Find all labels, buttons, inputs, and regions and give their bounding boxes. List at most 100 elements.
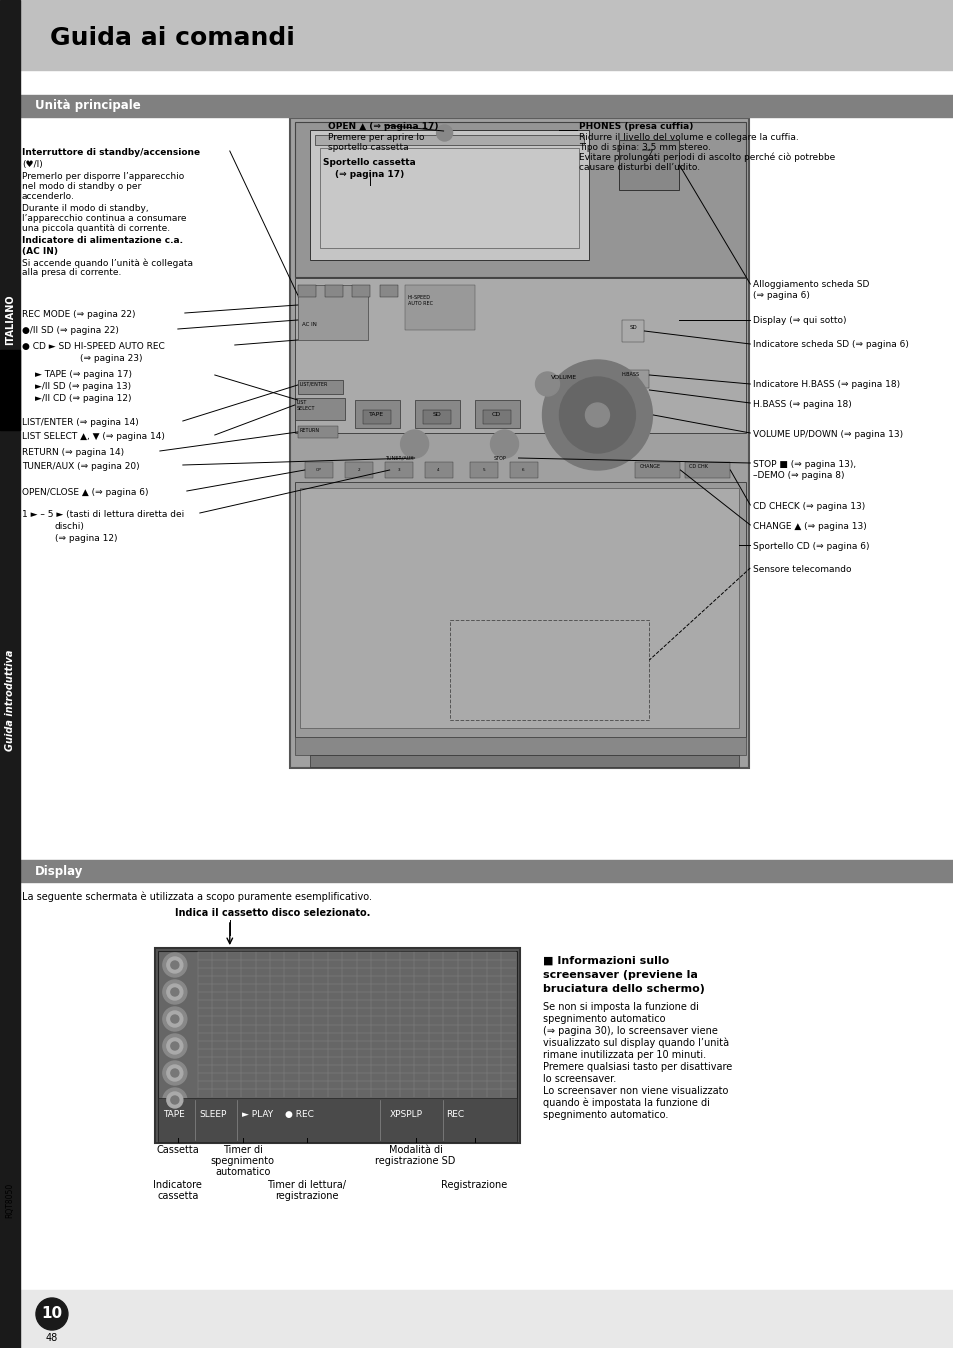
Circle shape xyxy=(171,1015,178,1023)
Text: Registrazione: Registrazione xyxy=(441,1180,507,1190)
Text: alla presa di corrente.: alla presa di corrente. xyxy=(22,268,121,276)
Text: OPEN/CLOSE ▲ (⇒ pagina 6): OPEN/CLOSE ▲ (⇒ pagina 6) xyxy=(22,488,149,497)
Bar xyxy=(297,284,315,297)
Bar xyxy=(449,620,649,720)
Text: Ridurre il livello del volume e collegare la cuffia.: Ridurre il livello del volume e collegar… xyxy=(578,133,799,142)
Text: Unità principale: Unità principale xyxy=(35,100,141,112)
Text: Guida ai comandi: Guida ai comandi xyxy=(50,26,294,50)
Text: VOLUME: VOLUME xyxy=(551,375,577,380)
Text: ●/II SD (⇒ pagina 22): ●/II SD (⇒ pagina 22) xyxy=(22,326,119,336)
Text: REC: REC xyxy=(446,1109,464,1119)
Text: STOP: STOP xyxy=(493,456,505,461)
Text: automatico: automatico xyxy=(214,1167,271,1177)
Text: REC MODE (⇒ pagina 22): REC MODE (⇒ pagina 22) xyxy=(22,310,135,319)
Circle shape xyxy=(167,1038,183,1054)
Bar xyxy=(294,398,344,421)
Text: (AC IN): (AC IN) xyxy=(22,247,58,256)
Text: quando è impostata la funzione di: quando è impostata la funzione di xyxy=(542,1099,709,1108)
Text: ■ Informazioni sullo: ■ Informazioni sullo xyxy=(542,956,668,967)
Bar xyxy=(344,462,373,479)
Bar xyxy=(297,380,342,394)
Text: rimane inutilizzata per 10 minuti.: rimane inutilizzata per 10 minuti. xyxy=(542,1050,705,1060)
Text: RQT8050: RQT8050 xyxy=(6,1182,14,1217)
Text: LIST SELECT ▲, ▼ (⇒ pagina 14): LIST SELECT ▲, ▼ (⇒ pagina 14) xyxy=(22,431,165,441)
Bar xyxy=(20,94,952,117)
Circle shape xyxy=(171,1096,178,1104)
Text: ● REC: ● REC xyxy=(284,1109,314,1119)
Text: LIST/ENTER: LIST/ENTER xyxy=(299,381,328,387)
Text: 5: 5 xyxy=(481,468,484,472)
Text: ►/II CD (⇒ pagina 12): ►/II CD (⇒ pagina 12) xyxy=(35,394,132,403)
Bar xyxy=(310,129,589,260)
Text: La seguente schermata è utilizzata a scopo puramente esemplificativo.: La seguente schermata è utilizzata a sco… xyxy=(22,892,372,903)
Text: (⇒ pagina 30), lo screensaver viene: (⇒ pagina 30), lo screensaver viene xyxy=(542,1026,717,1037)
Circle shape xyxy=(167,1011,183,1027)
Bar xyxy=(294,483,745,737)
Text: accenderlo.: accenderlo. xyxy=(22,191,74,201)
Text: Alloggiamento scheda SD: Alloggiamento scheda SD xyxy=(753,280,869,288)
Bar xyxy=(621,319,643,342)
Text: screensaver (previene la: screensaver (previene la xyxy=(542,971,697,980)
Bar xyxy=(294,123,745,276)
Text: TUNER/AUX: TUNER/AUX xyxy=(385,456,414,461)
Bar xyxy=(319,148,578,248)
Text: Tipo di spina: 3,5 mm stereo.: Tipo di spina: 3,5 mm stereo. xyxy=(578,143,711,152)
Text: (⇒ pagina 23): (⇒ pagina 23) xyxy=(80,355,142,363)
Text: registrazione: registrazione xyxy=(274,1192,338,1201)
Bar xyxy=(20,1290,952,1348)
Bar xyxy=(618,369,649,388)
Text: (♥/I): (♥/I) xyxy=(22,160,43,168)
Text: sportello cassetta: sportello cassetta xyxy=(328,143,408,152)
Bar xyxy=(314,135,584,146)
Text: Lo screensaver non viene visualizzato: Lo screensaver non viene visualizzato xyxy=(542,1086,727,1096)
Text: STOP ■ (⇒ pagina 13),: STOP ■ (⇒ pagina 13), xyxy=(753,460,856,469)
Bar xyxy=(379,284,397,297)
Circle shape xyxy=(171,1069,178,1077)
Circle shape xyxy=(163,953,187,977)
Text: l’apparecchio continua a consumare: l’apparecchio continua a consumare xyxy=(22,214,186,222)
Bar xyxy=(635,462,679,479)
Text: Indicatore di alimentazione c.a.: Indicatore di alimentazione c.a. xyxy=(22,236,183,245)
Text: bruciatura dello schermo): bruciatura dello schermo) xyxy=(542,984,703,993)
Circle shape xyxy=(167,957,183,973)
Text: Timer di lettura/: Timer di lettura/ xyxy=(267,1180,346,1190)
Text: CHANGE: CHANGE xyxy=(639,464,659,469)
Text: HI-SPEED
AUTO REC: HI-SPEED AUTO REC xyxy=(407,295,432,306)
Text: Premere qualsiasi tasto per disattivare: Premere qualsiasi tasto per disattivare xyxy=(542,1062,731,1072)
Text: Cassetta: Cassetta xyxy=(156,1144,199,1155)
Text: CD CHECK (⇒ pagina 13): CD CHECK (⇒ pagina 13) xyxy=(753,501,864,511)
Circle shape xyxy=(400,430,428,458)
Text: Durante il modo di standby,: Durante il modo di standby, xyxy=(22,204,149,213)
Circle shape xyxy=(167,1092,183,1108)
Text: 2: 2 xyxy=(357,468,359,472)
Bar xyxy=(618,140,679,190)
Text: AC IN: AC IN xyxy=(301,322,316,326)
Bar xyxy=(324,284,342,297)
Text: Indicatore scheda SD (⇒ pagina 6): Indicatore scheda SD (⇒ pagina 6) xyxy=(753,340,908,349)
Text: 48: 48 xyxy=(46,1333,58,1343)
Circle shape xyxy=(163,1061,187,1085)
Text: lo screensaver.: lo screensaver. xyxy=(542,1074,615,1084)
Text: CHANGE ▲ (⇒ pagina 13): CHANGE ▲ (⇒ pagina 13) xyxy=(753,522,866,531)
Bar xyxy=(0,350,20,430)
Text: TAPE: TAPE xyxy=(369,411,384,417)
Circle shape xyxy=(535,372,558,396)
Bar xyxy=(157,950,516,1140)
Circle shape xyxy=(558,377,635,453)
Text: dischi): dischi) xyxy=(55,522,85,531)
Circle shape xyxy=(171,961,178,969)
Text: LIST
SELECT: LIST SELECT xyxy=(296,400,314,411)
Bar xyxy=(154,948,519,1143)
Text: –DEMO (⇒ pagina 8): –DEMO (⇒ pagina 8) xyxy=(753,470,844,480)
Text: Se non si imposta la funzione di: Se non si imposta la funzione di xyxy=(542,1002,698,1012)
Text: H.BASS (⇒ pagina 18): H.BASS (⇒ pagina 18) xyxy=(753,400,851,408)
Text: registrazione SD: registrazione SD xyxy=(375,1157,456,1166)
Bar xyxy=(20,0,952,70)
Text: (⇒ pagina 17): (⇒ pagina 17) xyxy=(335,170,404,179)
Text: H.BASS: H.BASS xyxy=(620,372,639,377)
Circle shape xyxy=(436,125,452,142)
Text: TUNER/AUX (⇒ pagina 20): TUNER/AUX (⇒ pagina 20) xyxy=(22,462,139,470)
Text: ► PLAY: ► PLAY xyxy=(241,1109,273,1119)
Bar xyxy=(352,284,369,297)
Text: Modalità di: Modalità di xyxy=(388,1144,442,1155)
